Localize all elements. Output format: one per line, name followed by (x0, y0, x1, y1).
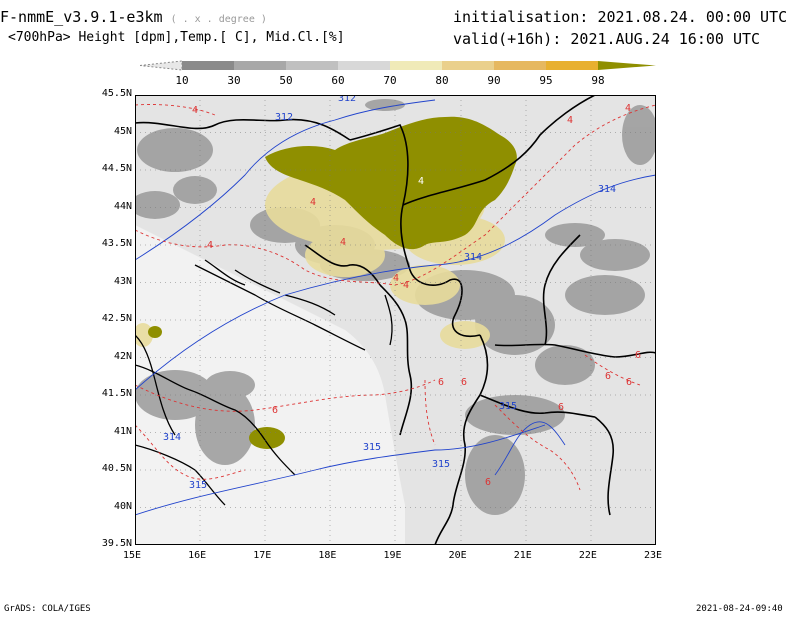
height-label: 315 (363, 442, 381, 453)
temp-label-group: 4 4 4 4 4 4 4 4 4 6 6 6 6 6 6 6 6 (192, 103, 641, 488)
colorbar-low-arrow (140, 60, 183, 71)
latitude-tick-label: 41.5N (101, 388, 132, 399)
temp-label: 4 (310, 197, 316, 208)
latitude-tick-label: 43N (113, 275, 132, 287)
latitude-tick-label: 43.5N (101, 238, 132, 249)
temp-label: 4 (393, 273, 399, 284)
temp-label: 6 (438, 377, 444, 388)
latitude-tick-label: 45.5N (101, 88, 132, 99)
fields-subtitle: <700hPa> Height [dpm],Temp.[ C], Mid.Cl.… (8, 30, 345, 45)
colorbar-tick-label: 70 (383, 74, 396, 87)
temp-label: 4 (403, 280, 409, 291)
model-units: ( . x . degree ) (170, 14, 267, 25)
latitude-tick-label: 41N (113, 425, 132, 437)
colorbar-tick-label: 50 (279, 74, 292, 87)
colorbar-swatch (338, 61, 390, 70)
height-contours (135, 99, 656, 516)
colorbar-swatch (286, 61, 338, 70)
longitude-tick-label: 23E (644, 550, 663, 561)
temp-label: 4 (567, 115, 573, 126)
colorbar-swatch (442, 61, 494, 70)
height-label: 315 (189, 480, 207, 491)
latitude-tick-label: 39.5N (101, 538, 132, 549)
colorbar-tick-label: 90 (487, 74, 500, 87)
latitude-tick-label: 45N (113, 125, 132, 137)
temp-label: 4 (192, 105, 198, 116)
render-timestamp: 2021-08-24-09:40 (696, 604, 783, 614)
height-label: 314 (464, 252, 482, 263)
valid-value: 2021.AUG.24 16:00 UTC (570, 30, 761, 48)
temp-label: 6 (605, 371, 611, 382)
colorbar-swatch (234, 61, 286, 70)
colorbar-high-arrow (598, 61, 656, 70)
latitude-tick-label: 40N (113, 500, 132, 512)
height-label: 312 (275, 112, 293, 123)
colorbar-swatch (390, 61, 442, 70)
temp-label: 4 (418, 176, 424, 187)
grads-credit: GrADS: COLA/IGES (4, 604, 91, 614)
latitude-tick-label: 44.5N (101, 163, 132, 174)
temp-label: 6 (461, 377, 467, 388)
valid-line: valid(+16h): 2021.AUG.24 16:00 UTC (453, 30, 760, 48)
init-label: initialisation: (453, 8, 589, 26)
colorbar-tick-label: 98 (591, 74, 604, 87)
height-label: 314 (598, 184, 616, 195)
temp-label: 6 (558, 402, 564, 413)
colorbar-swatch (182, 61, 234, 70)
height-label: 315 (432, 459, 450, 470)
temp-label: 6 (635, 350, 641, 361)
temp-label: 6 (626, 377, 632, 388)
model-name: F-nmmE_v3.9.1-e3km (0, 8, 163, 26)
model-title: F-nmmE_v3.9.1-e3km ( . x . degree ) (0, 8, 267, 26)
temp-label: 4 (625, 103, 631, 114)
longitude-tick-label: 18E (318, 550, 337, 561)
longitude-tick-label: 15E (123, 550, 142, 561)
init-value: 2021.08.24. 00:00 UTC (597, 8, 788, 26)
colorbar-tick-label: 60 (331, 74, 344, 87)
latitude-tick-label: 42.5N (101, 313, 132, 324)
height-label: 312 (338, 95, 356, 104)
initialisation-line: initialisation: 2021.08.24. 00:00 UTC (453, 8, 787, 26)
colorbar-swatch (546, 61, 598, 70)
cloud-colorbar: 10 30 50 60 70 80 90 95 98 (140, 60, 656, 87)
longitude-tick-label: 21E (513, 550, 532, 561)
longitude-tick-label: 19E (383, 550, 402, 561)
temp-label: 6 (272, 405, 278, 416)
colorbar-tick-label: 80 (435, 74, 448, 87)
temp-label: 4 (207, 240, 213, 251)
colorbar-swatch (494, 61, 546, 70)
colorbar-tick-label: 30 (227, 74, 240, 87)
height-label-group: 312 312 314 314 314 315 315 315 315 (163, 95, 616, 491)
temp-label: 4 (340, 237, 346, 248)
graticule (135, 95, 656, 545)
forecast-map: 312 312 314 314 314 315 315 315 315 4 4 … (135, 95, 656, 545)
longitude-tick-label: 17E (253, 550, 272, 561)
latitude-tick-label: 44N (113, 200, 132, 212)
colorbar-tick-label: 95 (539, 74, 552, 87)
country-borders (135, 95, 656, 545)
valid-label: valid(+16h): (453, 30, 562, 48)
longitude-tick-label: 16E (188, 550, 207, 561)
height-label: 314 (163, 432, 181, 443)
height-label: 315 (499, 401, 517, 412)
latitude-tick-label: 40.5N (101, 463, 132, 474)
latitude-tick-label: 42N (113, 350, 132, 362)
longitude-tick-label: 22E (578, 550, 597, 561)
temp-label: 6 (485, 477, 491, 488)
longitude-tick-label: 20E (448, 550, 467, 561)
coastlines (135, 259, 393, 506)
colorbar-tick-label: 10 (175, 74, 188, 87)
map-border (135, 95, 656, 545)
